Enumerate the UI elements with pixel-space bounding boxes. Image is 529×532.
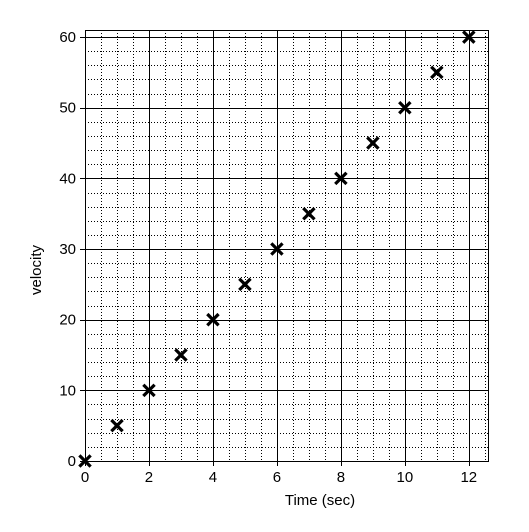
- y-tick-label: 40: [59, 170, 76, 187]
- data-point: [398, 100, 412, 115]
- x-tick-label: 0: [81, 469, 89, 486]
- y-tick-labels: 0 10 20 30 40 50 60: [59, 29, 76, 470]
- y-tick-label: 20: [59, 312, 76, 329]
- y-tick-label: 60: [59, 29, 76, 46]
- x-tick-labels: 0 2 4 6 8 10 12: [81, 469, 477, 486]
- plot-frame: [85, 30, 489, 462]
- point-center: [306, 211, 312, 217]
- x-tick-label: 8: [337, 469, 345, 486]
- x-axis-title: Time (sec): [285, 492, 355, 509]
- point-center: [82, 458, 88, 464]
- data-point: [110, 418, 124, 433]
- point-center: [114, 423, 120, 429]
- y-axis-title: velocity: [28, 244, 45, 295]
- point-center: [146, 387, 152, 393]
- y-tick-label: 50: [59, 100, 76, 117]
- major-grid: [80, 30, 488, 466]
- point-center: [402, 105, 408, 111]
- point-center: [274, 246, 280, 252]
- x-tick-label: 4: [209, 469, 217, 486]
- point-center: [178, 352, 184, 358]
- y-tick-label: 10: [59, 382, 76, 399]
- data-point: [430, 65, 444, 80]
- data-point: [142, 383, 156, 398]
- point-center: [466, 34, 472, 40]
- minor-grid: [85, 30, 488, 461]
- data-point: [334, 171, 348, 186]
- point-center: [434, 69, 440, 75]
- data-point: [366, 136, 380, 150]
- data-point: [78, 454, 92, 468]
- data-point: [174, 348, 188, 362]
- data-point: [238, 277, 252, 292]
- x-tick-label: 12: [460, 469, 477, 486]
- data-point: [462, 30, 476, 44]
- x-tick-label: 10: [396, 469, 413, 486]
- data-point: [270, 242, 284, 256]
- y-tick-label: 30: [59, 241, 76, 258]
- data-points: [78, 30, 476, 468]
- point-center: [370, 140, 376, 146]
- plot-border: [85, 30, 489, 462]
- x-tick-label: 2: [145, 469, 153, 486]
- x-tick-label: 6: [273, 469, 281, 486]
- point-center: [242, 281, 248, 287]
- y-tick-label: 0: [68, 453, 76, 470]
- data-point: [302, 206, 316, 221]
- point-center: [210, 317, 216, 323]
- data-point: [206, 312, 220, 327]
- point-center: [338, 175, 344, 181]
